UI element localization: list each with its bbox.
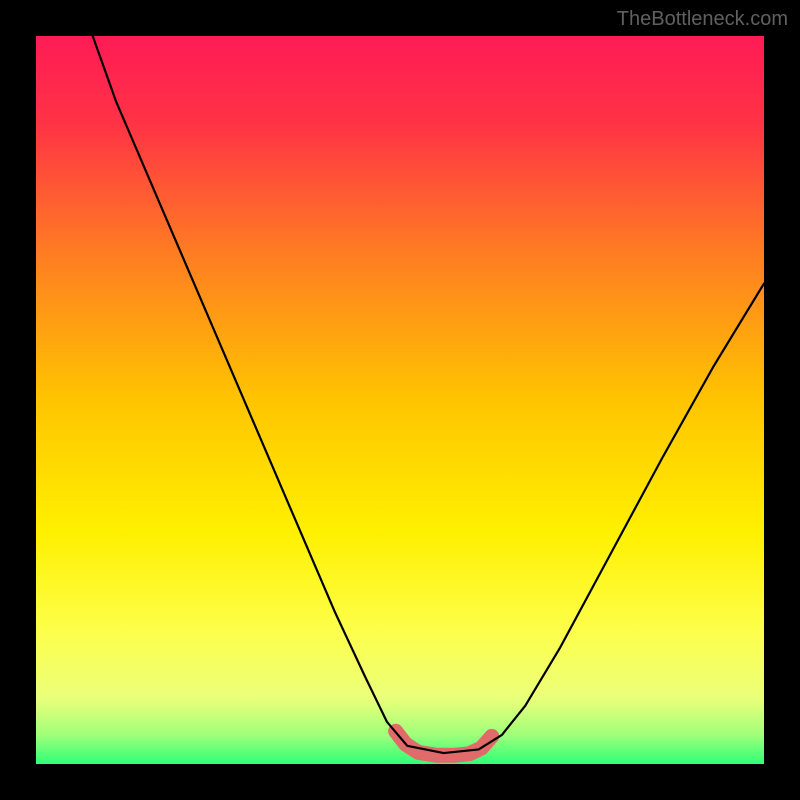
chart-main-curve: [80, 36, 764, 753]
chart-curve-layer: [36, 36, 764, 764]
chart-highlight-segment: [396, 731, 492, 755]
watermark-text: TheBottleneck.com: [617, 8, 788, 31]
chart-plot-area: [36, 36, 764, 764]
